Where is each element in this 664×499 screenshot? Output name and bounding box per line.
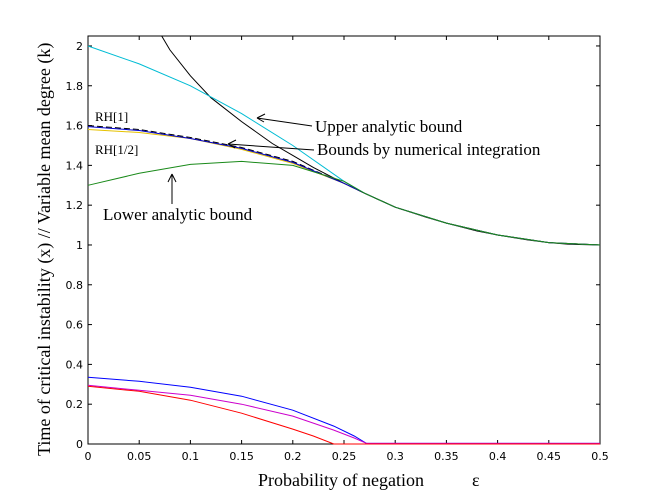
annotation-lower-bound: Lower analytic bound — [103, 205, 253, 224]
x-axis-title: Probability of negation — [258, 470, 424, 490]
y-tick-label: 0.8 — [66, 279, 84, 292]
annotation-upper-bound: Upper analytic bound — [315, 117, 463, 136]
x-tick-label: 0.25 — [332, 450, 357, 463]
annotation-numerical-bounds: Bounds by numerical integration — [317, 140, 541, 159]
x-tick-label: 0.5 — [591, 450, 609, 463]
annotation-arrows — [167, 113, 315, 204]
y-tick-label: 0.2 — [66, 398, 84, 411]
arrow-upper-bound — [256, 117, 313, 127]
y-tick-label: 1 — [76, 239, 83, 252]
y-tick-label: 1.2 — [66, 199, 84, 212]
y-tick-label: 0.4 — [66, 358, 84, 371]
plot-area — [87, 35, 601, 445]
series-line-5 — [87, 160, 601, 246]
x-tick-label: 0.45 — [537, 450, 562, 463]
arrowhead-numerical-bounds — [227, 139, 237, 149]
x-tick-label: 0 — [85, 450, 92, 463]
x-tick-label: 0.1 — [182, 450, 200, 463]
x-tick-label: 0.3 — [386, 450, 404, 463]
arrow-numerical-bounds — [227, 143, 315, 151]
annotation-rh1: RH[1] — [95, 109, 128, 124]
arrowhead-upper-bound — [256, 113, 266, 123]
x-tick-label: 0.05 — [127, 450, 152, 463]
y-tick-label: 2 — [76, 40, 83, 53]
y-tick-label: 0.6 — [66, 319, 84, 332]
y-tick-label: 1.6 — [66, 120, 84, 133]
x-axis-symbol: ε — [472, 470, 480, 490]
axis-ticks: 0 0.05 0.1 0.15 0.2 0.25 0.3 0.35 0.4 0.45 0.5 0 0.2… — [66, 36, 609, 463]
x-tick-label: 0.2 — [284, 450, 302, 463]
annotation-rh-half: RH[1/2] — [95, 142, 138, 157]
series-group — [87, 35, 601, 445]
y-axis-title: Time of critical instability (x) // Vari… — [34, 43, 55, 456]
x-tick-label: 0.4 — [489, 450, 507, 463]
y-tick-label: 1.8 — [66, 80, 84, 93]
series-line-7 — [87, 384, 600, 444]
x-tick-label: 0.15 — [229, 450, 254, 463]
x-tick-label: 0.35 — [434, 450, 459, 463]
arrowhead-lower-bound — [167, 173, 177, 183]
y-tick-label: 0 — [76, 438, 83, 451]
y-tick-label: 1.4 — [66, 159, 84, 172]
series-line-8 — [87, 385, 600, 445]
